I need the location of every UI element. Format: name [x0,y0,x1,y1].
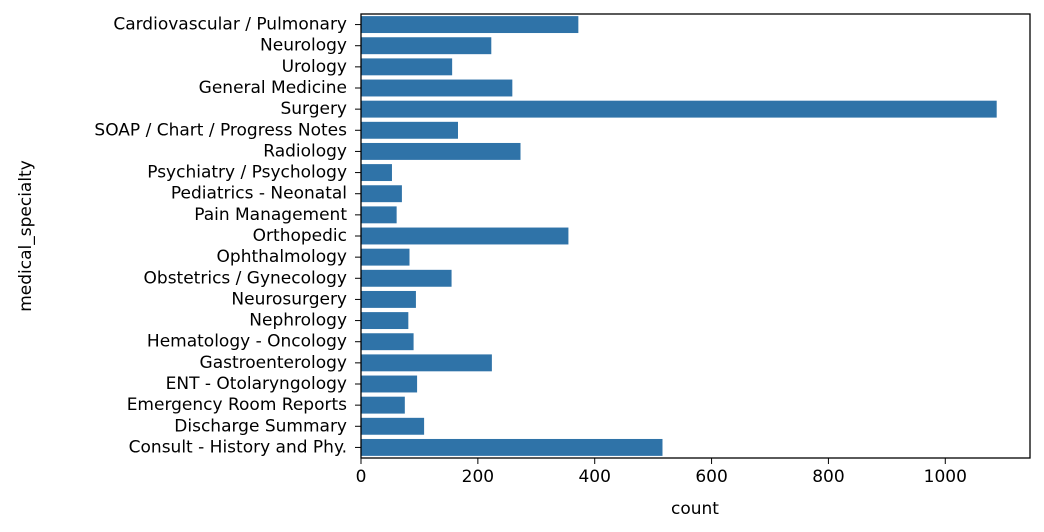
y-tick-label-20: Consult - History and Phy. [129,437,347,457]
bar-17 [361,375,418,393]
bar-20 [361,438,663,456]
y-tick-label-18: Emergency Room Reports [127,395,347,415]
y-tick-label-7: Psychiatry / Psychology [147,163,347,183]
bar-5 [361,121,458,139]
y-tick-label-9: Pain Management [194,205,347,225]
x-tick-label-1: 200 [462,467,494,487]
y-tick-label-3: General Medicine [199,78,347,98]
plot-frame [360,13,1031,459]
x-tick-label-4: 800 [812,467,844,487]
bar-2 [361,58,453,76]
bar-13 [361,290,416,308]
x-tick-label-2: 400 [578,467,610,487]
y-tick-label-11: Ophthalmology [217,247,347,267]
bar-18 [361,396,405,414]
y-tick-label-5: SOAP / Chart / Progress Notes [94,120,347,140]
bar-12 [361,269,452,287]
y-tick-label-1: Neurology [260,36,347,56]
x-ticks: 0 200 400 600 800 1000 [356,458,967,487]
y-tick-label-10: Orthopedic [253,226,347,246]
bar-3 [361,79,513,97]
y-tick-label-16: Gastroenterology [200,353,347,373]
y-tick-label-8: Pediatrics - Neonatal [171,184,347,204]
y-tick-label-0: Cardiovascular / Pulmonary [113,15,347,35]
y-tick-label-4: Surgery [280,99,347,119]
bar-4 [361,100,997,118]
y-tick-label-12: Obstetrics / Gynecology [144,268,347,288]
bars-group [361,16,997,456]
y-tick-label-15: Hematology - Oncology [147,332,347,352]
y-tick-label-19: Discharge Summary [174,416,347,436]
bar-1 [361,37,492,55]
y-tick-label-14: Nephrology [249,311,347,331]
bar-19 [361,417,425,435]
bar-9 [361,206,397,224]
y-tick-label-6: Radiology [263,141,347,161]
y-tick-labels: Cardiovascular / PulmonaryNeurologyUrolo… [94,15,361,457]
x-tick-label-0: 0 [356,467,367,487]
y-tick-label-17: ENT - Otolaryngology [166,374,347,394]
bar-6 [361,142,521,160]
y-tick-label-13: Neurosurgery [231,289,347,309]
x-axis-title: count [671,499,719,519]
y-axis-title: medical_specialty [16,160,36,312]
x-tick-label-5: 1000 [924,467,967,487]
x-tick-label-3: 600 [695,467,727,487]
bar-7 [361,164,392,182]
bar-11 [361,248,410,266]
y-tick-label-2: Urology [282,57,347,77]
bar-14 [361,312,409,330]
bar-10 [361,227,569,245]
bar-0 [361,16,579,34]
bar-16 [361,354,492,372]
bar-8 [361,185,402,203]
bar-15 [361,333,414,351]
